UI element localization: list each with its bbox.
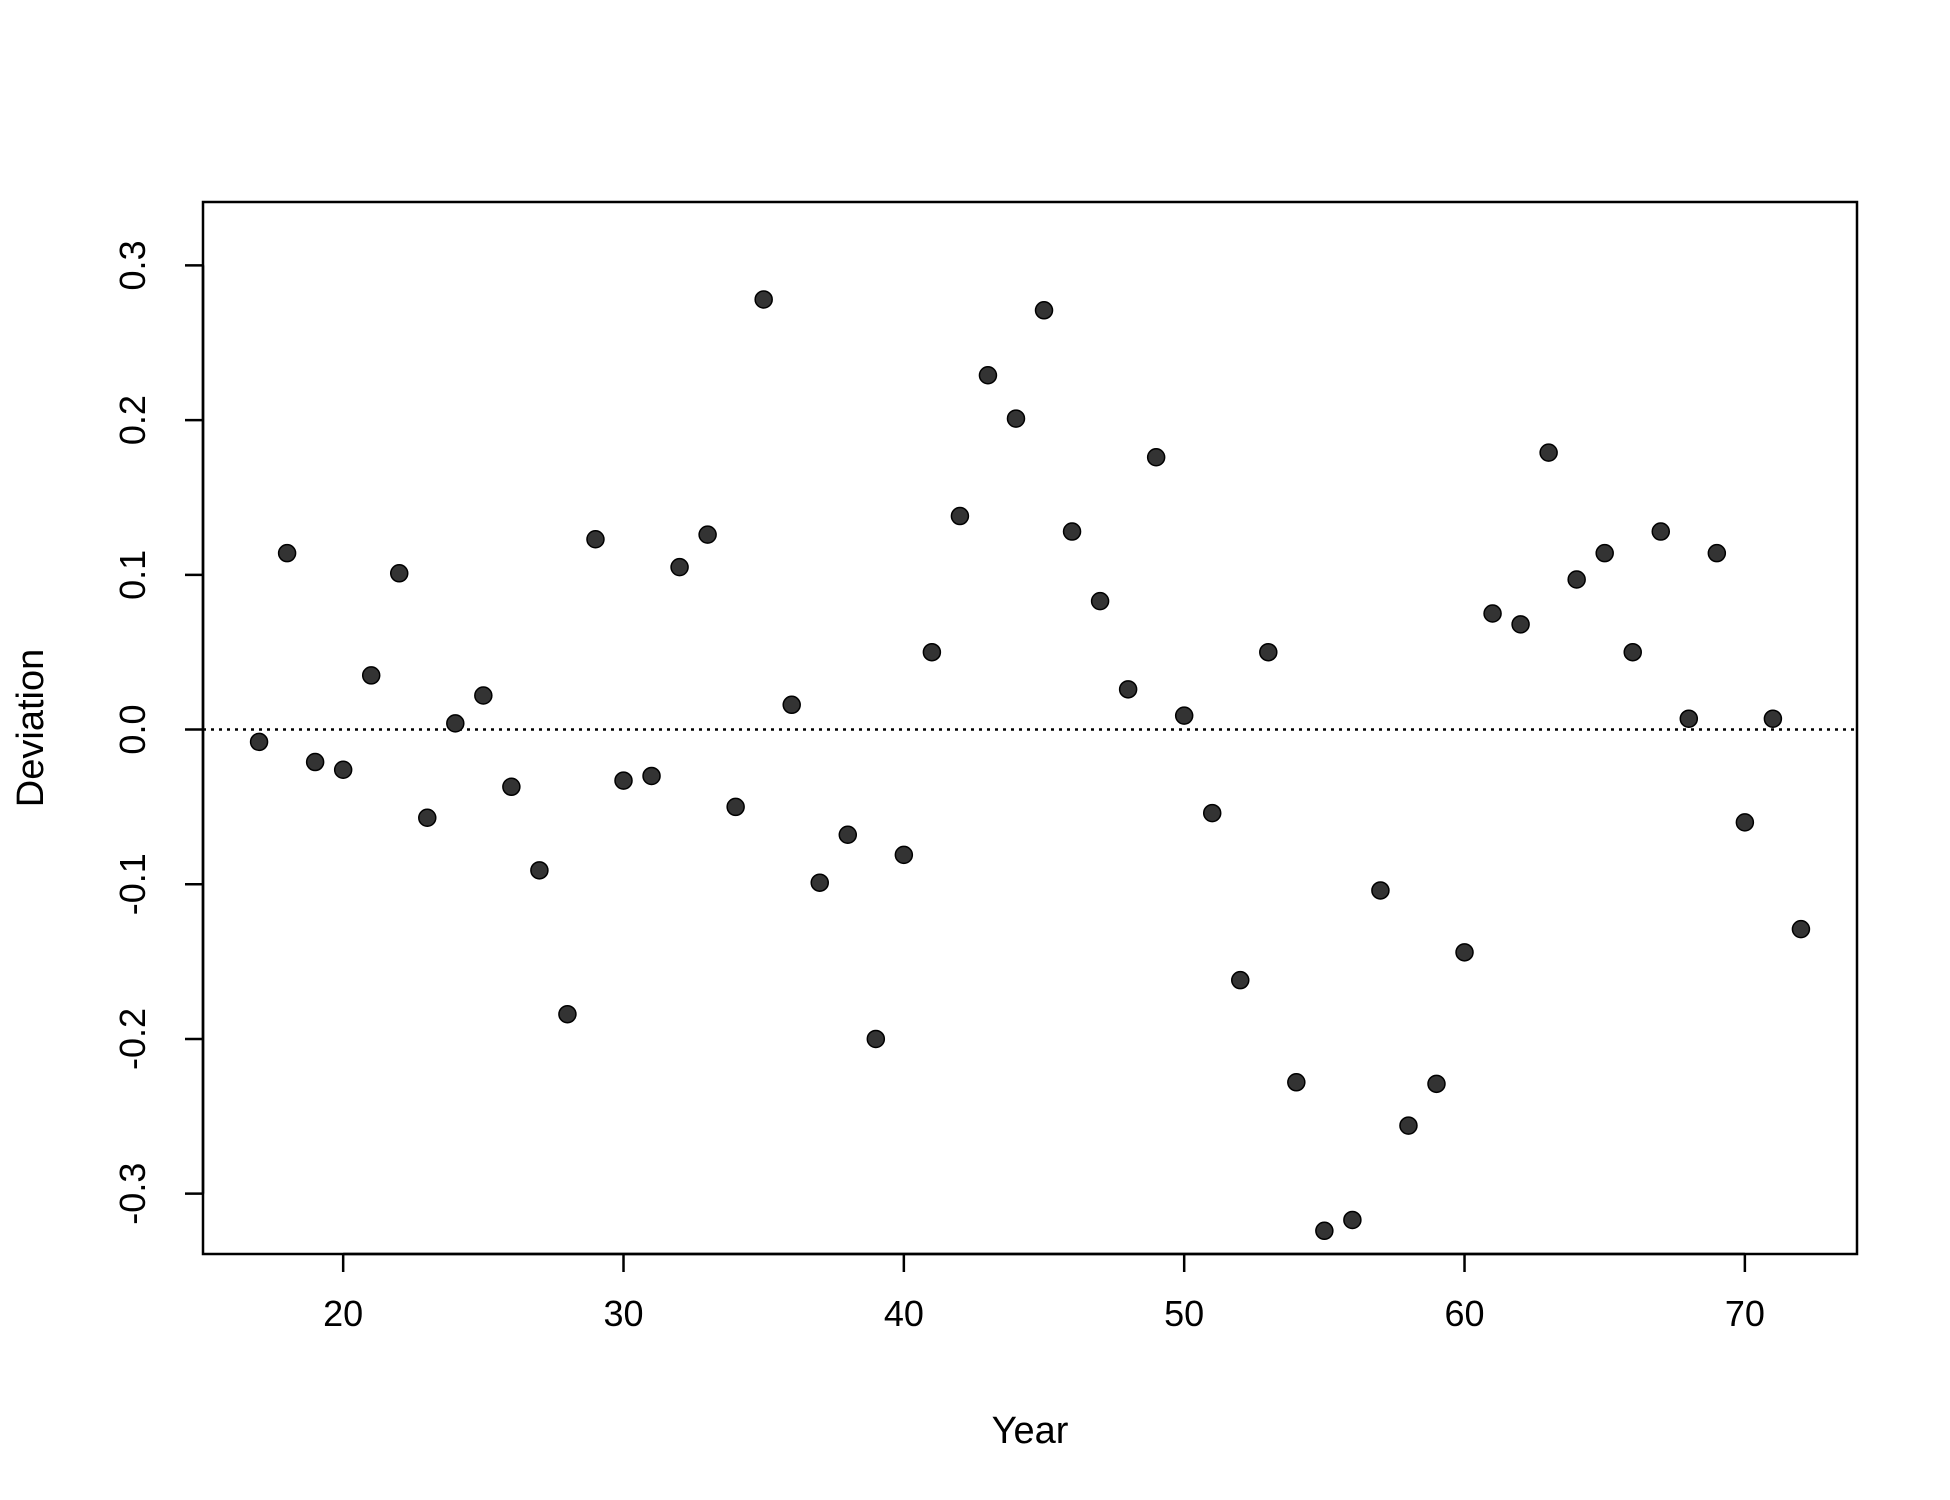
y-tick-label: 0.0 (112, 705, 153, 755)
data-point (838, 825, 858, 844)
data-point (1146, 448, 1166, 467)
data-point (978, 366, 998, 385)
data-point (1399, 1116, 1418, 1135)
data-point (305, 752, 325, 772)
data-point (1623, 642, 1642, 662)
plot-frame (201, 200, 1859, 1256)
data-point (249, 732, 269, 752)
data-point (726, 797, 745, 817)
data-point (1231, 970, 1250, 990)
data-point (1006, 409, 1026, 428)
data-point (670, 557, 689, 577)
data-point (1118, 680, 1138, 699)
y-axis: -0.3 -0.2 -0.1 0.0 0.1 0.2 0.3 (112, 240, 205, 1225)
y-tick-label: 0.1 (112, 550, 153, 600)
data-point (1511, 615, 1530, 634)
data-point (866, 1029, 886, 1049)
data-point (894, 845, 914, 865)
x-tick-label: 50 (1164, 1293, 1204, 1334)
data-point (1483, 604, 1502, 623)
data-point (1427, 1074, 1446, 1094)
data-point (277, 543, 297, 563)
data-point (1791, 919, 1811, 939)
x-tick-label: 20 (323, 1293, 363, 1334)
data-point (1174, 706, 1194, 725)
x-tick-label: 30 (603, 1293, 643, 1334)
data-point (1595, 543, 1614, 563)
data-point (642, 766, 661, 786)
data-point (389, 564, 409, 583)
data-point (1707, 543, 1727, 563)
data-point (1202, 803, 1222, 823)
x-tick-label: 60 (1445, 1293, 1485, 1334)
data-point (502, 777, 521, 797)
y-tick-label: 0.3 (112, 240, 153, 290)
data-point (1090, 591, 1110, 611)
data-point (1567, 570, 1586, 589)
y-tick-label: 0.2 (112, 395, 153, 445)
data-point (1679, 709, 1699, 728)
data-point (1062, 522, 1082, 541)
data-point (1315, 1221, 1334, 1241)
data-point (333, 760, 353, 780)
data-point (1034, 301, 1054, 320)
data-point (446, 714, 465, 733)
data-point (922, 642, 942, 662)
data-point (1287, 1073, 1306, 1092)
data-point (418, 808, 437, 827)
data-point (698, 525, 717, 544)
data-point (810, 873, 829, 892)
data-point (950, 506, 970, 526)
data-point (586, 530, 605, 549)
data-point (1651, 522, 1671, 541)
x-axis-title: Year (992, 1410, 1069, 1452)
data-point (754, 290, 773, 309)
y-tick-label: -0.3 (112, 1163, 153, 1225)
data-point (558, 1004, 577, 1024)
data-point (1455, 943, 1474, 962)
data-point (1539, 443, 1558, 462)
data-point (474, 686, 493, 705)
data-point (1735, 813, 1755, 832)
data-point (782, 695, 801, 715)
y-tick-label: -0.1 (112, 853, 153, 915)
data-point (1343, 1210, 1362, 1230)
data-point (614, 771, 633, 790)
points-layer (249, 290, 1811, 1241)
data-point (1763, 709, 1783, 728)
x-tick-label: 70 (1725, 1293, 1765, 1334)
data-point (361, 666, 381, 685)
x-tick-label: 40 (884, 1293, 924, 1334)
data-point (1371, 881, 1390, 900)
y-tick-label: -0.2 (112, 1008, 153, 1070)
data-point (1259, 642, 1278, 662)
data-point (530, 861, 549, 880)
y-axis-title: Deviation (10, 649, 52, 807)
